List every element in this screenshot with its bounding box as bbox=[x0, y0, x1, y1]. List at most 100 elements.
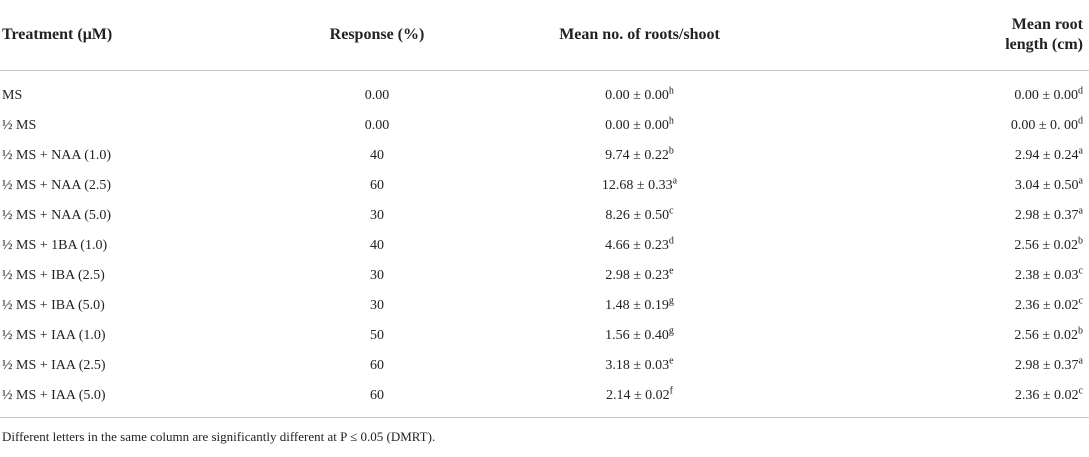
cell-response-value: 30 bbox=[370, 298, 384, 313]
cell-treatment: ½ MS bbox=[0, 111, 255, 141]
cell-treatment: ½ MS + IBA (5.0) bbox=[0, 291, 255, 321]
cell-root-length-value: 2.98 ± 0.37 bbox=[1014, 358, 1079, 373]
cell-root-length: 2.94 ± 0.24a bbox=[810, 141, 1089, 171]
cell-root-length-value: 2.94 ± 0.24 bbox=[1014, 148, 1079, 163]
cell-response: 60 bbox=[255, 351, 499, 381]
cell-response-value: 60 bbox=[370, 358, 384, 373]
cell-root-length-value: 2.56 ± 0.02 bbox=[1014, 328, 1078, 343]
cell-root-length-significance-letter: c bbox=[1078, 295, 1083, 307]
cell-root-length-value: 3.04 ± 0.50 bbox=[1014, 178, 1079, 193]
cell-treatment-value: ½ MS + NAA (5.0) bbox=[2, 208, 112, 223]
cell-root-length-value: 0.00 ± 0.00 bbox=[1014, 88, 1078, 103]
cell-root-length: 0.00 ± 0. 00d bbox=[810, 111, 1089, 141]
table-row: ½ MS + IAA (2.5) 60 3.18 ± 0.03e 2.98 ± 0.3… bbox=[0, 351, 1089, 381]
table-row: ½ MS + NAA (1.0) 40 9.74 ± 0.22b 2.94 ± 0.2… bbox=[0, 141, 1089, 171]
cell-treatment: ½ MS + IAA (1.0) bbox=[0, 321, 255, 351]
table-row: ½ MS 0.00 0.00 ± 0.00h 0.00 ± 0. 00d bbox=[0, 111, 1089, 141]
table-header: Treatment (μM) Response (%) Mean no. of … bbox=[0, 0, 1089, 71]
cell-root-length-significance-letter: a bbox=[1078, 145, 1083, 157]
cell-roots-value: 2.14 ± 0.02 bbox=[605, 388, 670, 403]
header-root-length-line2: length (cm) bbox=[1005, 36, 1083, 53]
cell-response-value: 40 bbox=[370, 148, 384, 163]
cell-roots-significance-letter: d bbox=[668, 235, 674, 247]
footnote-row: Different letters in the same column are… bbox=[0, 417, 1089, 456]
cell-response: 40 bbox=[255, 141, 499, 171]
cell-roots-value: 1.56 ± 0.40 bbox=[605, 328, 669, 343]
header-response: Response (%) bbox=[255, 0, 499, 71]
table-footer: Different letters in the same column are… bbox=[0, 417, 1089, 456]
footnote: Different letters in the same column are… bbox=[0, 417, 1089, 456]
table-row: MS 0.00 0.00 ± 0.00h 0.00 ± 0.00d bbox=[0, 71, 1089, 112]
cell-treatment-value: ½ MS + IAA (5.0) bbox=[2, 388, 106, 403]
header-roots: Mean no. of roots/shoot bbox=[499, 0, 810, 71]
cell-response: 0.00 bbox=[255, 111, 499, 141]
cell-response-value: 40 bbox=[370, 238, 384, 253]
cell-roots: 9.74 ± 0.22b bbox=[499, 141, 810, 171]
cell-root-length-significance-letter: a bbox=[1078, 205, 1083, 217]
cell-root-length-significance-letter: d bbox=[1078, 115, 1083, 127]
cell-response: 30 bbox=[255, 261, 499, 291]
cell-treatment: ½ MS + NAA (5.0) bbox=[0, 201, 255, 231]
cell-treatment-value: ½ MS + IAA (1.0) bbox=[2, 328, 106, 343]
header-treatment: Treatment (μM) bbox=[0, 0, 255, 71]
cell-root-length-significance-letter: b bbox=[1078, 235, 1083, 247]
table-row: ½ MS + 1BA (1.0) 40 4.66 ± 0.23d 2.56 ± 0.0… bbox=[0, 231, 1089, 261]
cell-roots-value: 1.48 ± 0.19 bbox=[605, 298, 669, 313]
cell-response: 40 bbox=[255, 231, 499, 261]
cell-root-length-significance-letter: b bbox=[1078, 325, 1083, 337]
cell-root-length-value: 0.00 ± 0. 00 bbox=[1010, 118, 1078, 133]
table-row: ½ MS + NAA (2.5) 60 12.68 ± 0.33a 3.04 ± 0.… bbox=[0, 171, 1089, 201]
table-row: ½ MS + IBA (2.5) 30 2.98 ± 0.23e 2.38 ± 0.0… bbox=[0, 261, 1089, 291]
table-body: MS 0.00 0.00 ± 0.00h 0.00 ± 0.00d ½ MS 0.00 0.… bbox=[0, 71, 1089, 418]
cell-roots: 1.56 ± 0.40g bbox=[499, 321, 810, 351]
cell-roots: 0.00 ± 0.00h bbox=[499, 111, 810, 141]
cell-response-value: 0.00 bbox=[364, 88, 390, 103]
cell-roots: 2.98 ± 0.23e bbox=[499, 261, 810, 291]
table-row: ½ MS + NAA (5.0) 30 8.26 ± 0.50c 2.98 ± 0.3… bbox=[0, 201, 1089, 231]
header-row: Treatment (μM) Response (%) Mean no. of … bbox=[0, 0, 1089, 71]
cell-root-length-value: 2.98 ± 0.37 bbox=[1014, 208, 1079, 223]
cell-treatment-value: MS bbox=[2, 88, 23, 103]
cell-root-length: 0.00 ± 0.00d bbox=[810, 71, 1089, 112]
cell-root-length-significance-letter: c bbox=[1078, 265, 1083, 277]
cell-roots: 1.48 ± 0.19g bbox=[499, 291, 810, 321]
cell-roots-significance-letter: h bbox=[668, 85, 674, 97]
cell-roots-value: 0.00 ± 0.00 bbox=[605, 118, 669, 133]
cell-treatment: ½ MS + IBA (2.5) bbox=[0, 261, 255, 291]
cell-roots: 8.26 ± 0.50c bbox=[499, 201, 810, 231]
cell-response-value: 50 bbox=[370, 328, 384, 343]
cell-response: 50 bbox=[255, 321, 499, 351]
cell-roots-significance-letter: b bbox=[668, 145, 674, 157]
cell-root-length: 3.04 ± 0.50a bbox=[810, 171, 1089, 201]
cell-response-value: 60 bbox=[370, 388, 384, 403]
cell-root-length-value: 2.56 ± 0.02 bbox=[1014, 238, 1078, 253]
cell-roots-significance-letter: a bbox=[672, 175, 678, 187]
table-row: ½ MS + IAA (5.0) 60 2.14 ± 0.02f 2.36 ± 0.0… bbox=[0, 381, 1089, 418]
cell-root-length-value: 2.38 ± 0.03 bbox=[1014, 268, 1079, 283]
cell-root-length: 2.36 ± 0.02c bbox=[810, 291, 1089, 321]
cell-response: 30 bbox=[255, 291, 499, 321]
cell-roots-value: 2.98 ± 0.23 bbox=[605, 268, 670, 283]
cell-response-value: 60 bbox=[370, 178, 384, 193]
cell-roots-value: 8.26 ± 0.50 bbox=[605, 208, 670, 223]
cell-root-length-significance-letter: a bbox=[1078, 355, 1083, 367]
cell-roots-value: 9.74 ± 0.22 bbox=[605, 148, 669, 163]
cell-response-value: 30 bbox=[370, 208, 384, 223]
cell-roots-value: 3.18 ± 0.03 bbox=[605, 358, 670, 373]
cell-roots: 0.00 ± 0.00h bbox=[499, 71, 810, 112]
cell-response: 30 bbox=[255, 201, 499, 231]
header-root-length: Mean root length (cm) bbox=[810, 0, 1089, 71]
cell-roots-value: 0.00 ± 0.00 bbox=[605, 88, 669, 103]
cell-treatment-value: ½ MS + IBA (5.0) bbox=[2, 298, 105, 313]
cell-treatment: ½ MS + NAA (1.0) bbox=[0, 141, 255, 171]
cell-root-length-significance-letter: c bbox=[1078, 385, 1083, 397]
cell-treatment-value: ½ MS + IAA (2.5) bbox=[2, 358, 106, 373]
cell-roots: 3.18 ± 0.03e bbox=[499, 351, 810, 381]
cell-root-length-significance-letter: a bbox=[1078, 175, 1083, 187]
cell-root-length-value: 2.36 ± 0.02 bbox=[1014, 298, 1079, 313]
cell-response: 60 bbox=[255, 171, 499, 201]
header-root-length-line1: Mean root bbox=[1011, 16, 1083, 33]
cell-treatment: ½ MS + 1BA (1.0) bbox=[0, 231, 255, 261]
table-row: ½ MS + IAA (1.0) 50 1.56 ± 0.40g 2.56 ± 0.0… bbox=[0, 321, 1089, 351]
